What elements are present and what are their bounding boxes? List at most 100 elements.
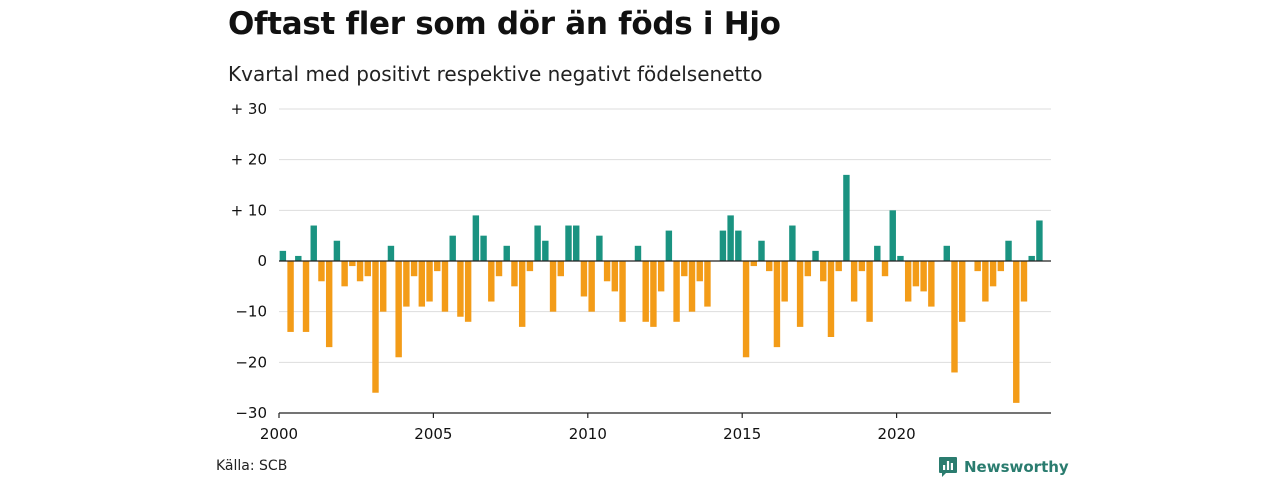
bar xyxy=(573,225,580,261)
bar xyxy=(1013,261,1020,403)
y-tick-label: 0 xyxy=(257,252,267,270)
bar xyxy=(959,261,966,322)
bar xyxy=(820,261,827,282)
bar xyxy=(843,174,850,261)
bar xyxy=(287,261,294,332)
bar xyxy=(526,261,534,272)
bar xyxy=(457,261,464,317)
bar xyxy=(588,261,595,312)
bar xyxy=(696,261,703,282)
x-tick-label: 2010 xyxy=(569,425,607,443)
bar xyxy=(426,261,433,302)
bar xyxy=(789,225,796,261)
y-tick-label: −30 xyxy=(235,404,267,422)
bars xyxy=(279,174,1043,403)
bar xyxy=(951,261,958,373)
bar xyxy=(596,235,603,261)
x-tick-label: 2015 xyxy=(723,425,761,443)
bar xyxy=(1036,220,1043,261)
x-axis-tick-labels: 2000 2005 2010 2015 2020 xyxy=(260,413,916,443)
newsworthy-logo-icon xyxy=(939,457,957,477)
x-tick-label: 2005 xyxy=(414,425,452,443)
bar xyxy=(642,261,649,322)
bar xyxy=(333,240,341,261)
bar xyxy=(657,261,665,292)
bar xyxy=(742,261,750,358)
bar xyxy=(758,240,765,261)
bar xyxy=(688,261,696,312)
y-tick-label: + 10 xyxy=(231,201,267,219)
bar xyxy=(735,230,742,261)
bar xyxy=(511,261,518,287)
bar xyxy=(434,261,441,272)
bar xyxy=(403,261,410,307)
bar xyxy=(912,261,920,287)
bar xyxy=(835,261,842,272)
bar xyxy=(889,210,896,261)
chart-subtitle: Kvartal med positivt respektive negativt… xyxy=(228,62,763,86)
bar xyxy=(1020,261,1028,302)
bar xyxy=(503,245,510,261)
bar xyxy=(904,261,912,302)
bar xyxy=(310,225,317,261)
bar xyxy=(318,261,325,282)
bar xyxy=(364,261,371,277)
source-note: Källa: SCB xyxy=(216,458,288,474)
bar xyxy=(989,261,997,287)
bar xyxy=(611,261,619,292)
x-tick-label: 2020 xyxy=(878,425,916,443)
bar xyxy=(766,261,773,272)
bar xyxy=(1005,240,1012,261)
bar xyxy=(380,261,387,312)
bar xyxy=(928,261,935,307)
bar xyxy=(410,261,418,277)
bar xyxy=(619,261,626,322)
bar xyxy=(325,261,333,348)
bar xyxy=(341,261,348,287)
bar xyxy=(472,215,480,261)
bar xyxy=(719,230,727,261)
bar xyxy=(557,261,564,277)
bar xyxy=(549,261,557,312)
bar xyxy=(650,261,657,327)
bar xyxy=(974,261,981,272)
bar xyxy=(449,235,456,261)
bar xyxy=(781,261,788,302)
bar xyxy=(495,261,503,277)
bar xyxy=(866,261,873,322)
bar xyxy=(441,261,449,312)
bar xyxy=(881,261,889,277)
bar xyxy=(580,261,588,297)
bar xyxy=(920,261,927,292)
bar xyxy=(997,261,1005,272)
axes xyxy=(279,260,1051,414)
y-tick-label: −20 xyxy=(235,353,267,371)
bar xyxy=(542,240,549,261)
bar xyxy=(796,261,804,327)
bar xyxy=(897,255,904,261)
bar xyxy=(418,261,426,307)
bar xyxy=(773,261,781,348)
bar xyxy=(372,261,379,393)
bar xyxy=(804,261,812,277)
y-tick-label: −10 xyxy=(235,303,267,321)
bar xyxy=(827,261,835,337)
y-tick-label: + 20 xyxy=(231,151,267,169)
bar xyxy=(518,261,526,327)
bar xyxy=(565,225,572,261)
bar xyxy=(874,245,881,261)
bar xyxy=(387,245,395,261)
bar xyxy=(727,215,734,261)
bar xyxy=(279,250,287,261)
bar xyxy=(464,261,472,322)
bar xyxy=(634,245,642,261)
bar xyxy=(349,261,356,267)
bar xyxy=(812,250,819,261)
bar xyxy=(665,230,673,261)
y-tick-label: + 30 xyxy=(231,100,267,118)
brand-logo: Newsworthy xyxy=(938,456,1069,478)
bar xyxy=(603,261,611,282)
bar xyxy=(534,225,541,261)
bar xyxy=(1028,255,1035,261)
bar xyxy=(395,261,402,358)
